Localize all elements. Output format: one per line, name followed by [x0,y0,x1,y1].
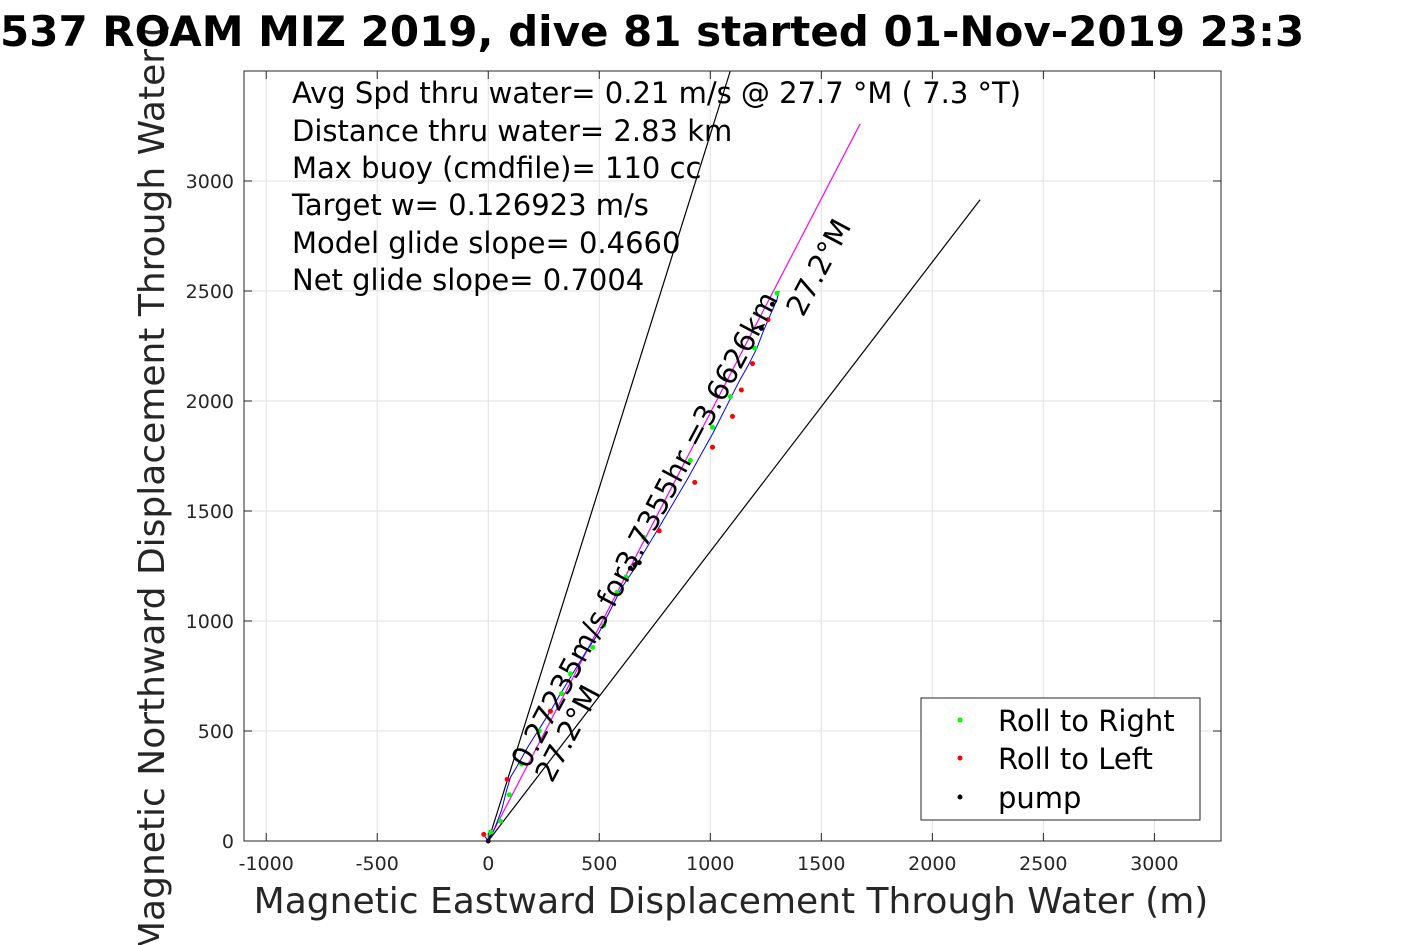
roll-left-point [738,387,744,393]
roll-left-point [730,413,735,419]
roll-right-point [519,761,525,767]
roll-right-point [601,622,607,628]
legend-marker-roll-right [957,717,963,723]
y-tick-label: 2500 [186,281,234,303]
roll-left-point [547,708,553,714]
roll-left-point [692,479,698,485]
legend: Roll to Right Roll to Left pump [920,697,1201,821]
stat-line: Distance thru water= 2.83 km [292,114,732,148]
x-tick-label: 500 [581,853,617,875]
pump-point [636,560,642,566]
stat-line: Target w= 0.126923 m/s [291,188,649,222]
x-tick-label: 2000 [908,853,956,875]
y-axis-label: Magnetic Northward Displacement Through … [132,23,173,945]
x-tick-label: -500 [356,853,399,875]
roll-left-point [749,361,755,367]
legend-marker-roll-left [957,755,963,761]
pump-point [627,565,633,571]
x-tick-label: -1000 [239,853,294,875]
stat-line: Model glide slope= 0.4660 [292,226,680,260]
y-tick-label: 0 [222,831,234,853]
pump-point [769,301,775,307]
roll-right-point [497,818,503,824]
pump-point [758,325,764,331]
reference-lines [487,70,981,842]
roll-left-point [710,444,716,450]
legend-label-roll-right: Roll to Right [998,704,1175,738]
ticks: -1000 -500 0 500 1000 1500 2000 2500 3000 0 500 100… [186,71,1221,875]
legend-label-pump: pump [998,781,1081,815]
roll-right-point [710,424,716,430]
x-tick-label: 1000 [686,853,734,875]
y-tick-label: 2000 [186,391,234,413]
data-points [481,290,780,844]
y-tick-label: 500 [198,721,234,743]
roll-right-point [559,691,565,697]
x-tick-label: 1500 [797,853,845,875]
stats-block: Avg Spd thru water= 0.21 m/s @ 27.7 °M (… [291,76,1021,297]
x-tick-label: 2500 [1019,853,1067,875]
stat-line: Max buoy (cmdfile)= 110 cc [292,151,701,185]
y-tick-label: 1500 [186,501,234,523]
plot-frame [243,70,1222,842]
y-tick-label: 1000 [186,611,234,633]
x-axis-label: Magnetic Eastward Displacement Through W… [254,881,1209,922]
x-tick-label: 3000 [1130,853,1178,875]
chart-title: 537 ROAM MIZ 2019, dive 81 started 01-No… [0,7,1304,56]
x-tick-label: 0 [482,853,494,875]
roll-right-point [687,457,693,463]
pump-point [632,562,638,568]
roll-left-point [765,317,771,323]
legend-marker-pump [957,794,963,800]
roll-right-point [536,728,542,734]
roll-right-point [752,345,758,351]
legend-box [920,697,1201,821]
roll-right-point [590,644,596,650]
stat-line: Avg Spd thru water= 0.21 m/s @ 27.7 °M (… [292,76,1021,110]
roll-right-point [506,792,512,798]
roll-right-point [623,574,629,580]
roll-right-point [614,589,620,595]
roll-left-point [656,528,662,534]
bound-line-left [487,70,731,842]
roll-right-point [727,394,733,400]
y-tick-label: 3000 [186,171,234,193]
stat-line: Net glide slope= 0.7004 [292,263,644,297]
roll-right-point [641,534,647,540]
roll-right-point [487,829,493,835]
roll-left-point [481,831,487,837]
roll-left-point [504,776,510,782]
heading-line [487,123,861,842]
legend-label-roll-left: Roll to Left [998,742,1153,776]
roll-right-point [567,671,573,677]
roll-right-point [774,290,780,296]
bound-line-right [487,199,981,842]
